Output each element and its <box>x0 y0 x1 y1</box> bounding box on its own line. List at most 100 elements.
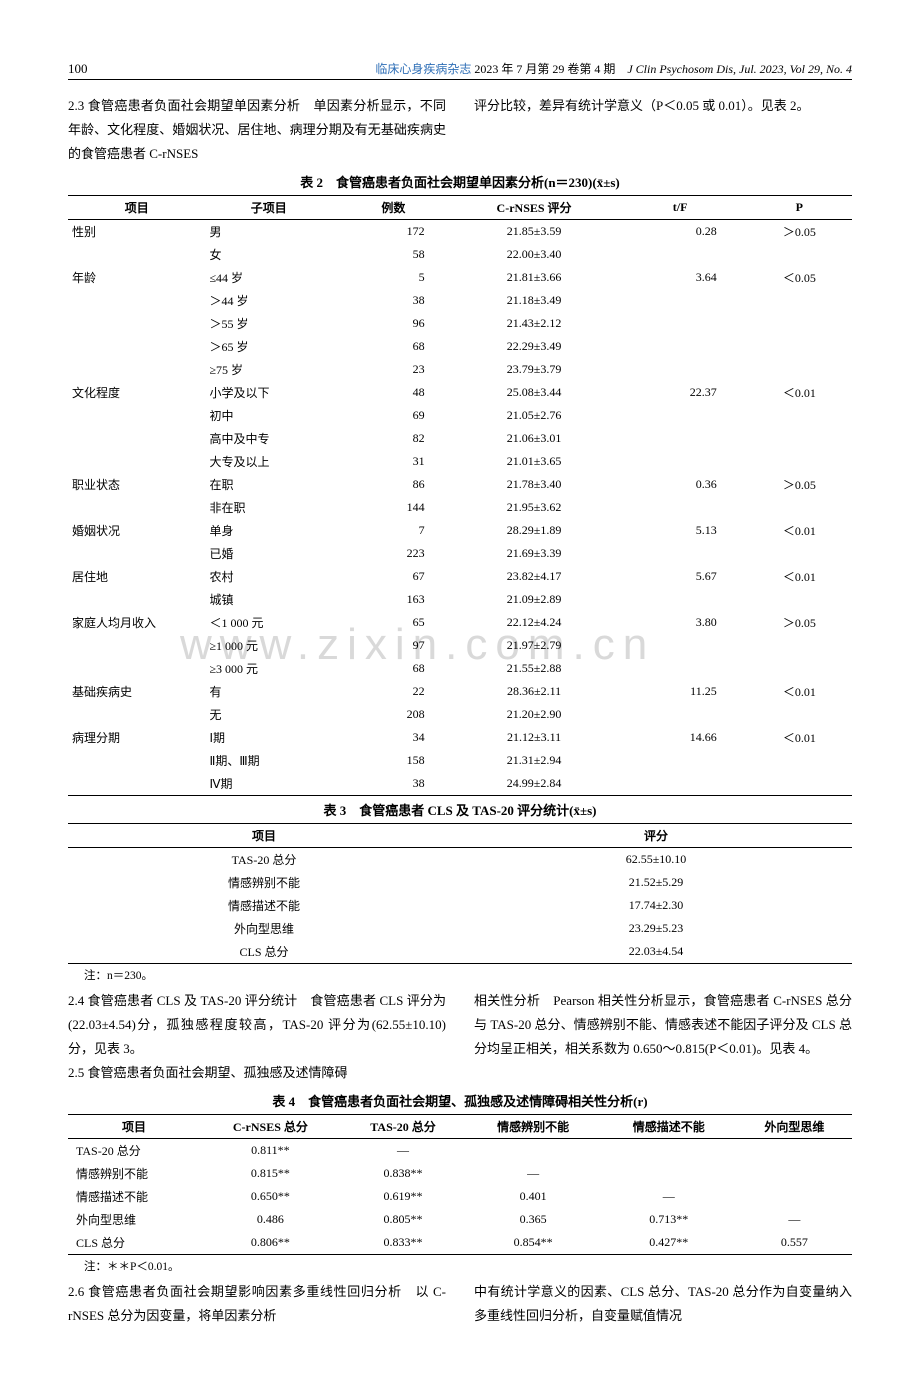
table-cell: ≤44 岁 <box>205 266 332 289</box>
table-cell: 11.25 <box>614 680 747 703</box>
table-cell: 7 <box>332 519 454 542</box>
table-cell <box>614 289 747 312</box>
table-cell: ≥75 岁 <box>205 358 332 381</box>
table-cell: 0.805** <box>341 1208 466 1231</box>
table-row: 无20821.20±2.90 <box>68 703 852 726</box>
table-cell: 68 <box>332 657 454 680</box>
table-cell <box>614 496 747 519</box>
table-cell: 婚姻状况 <box>68 519 205 542</box>
table-row: 外向型思维23.29±5.23 <box>68 917 852 940</box>
table-row: TAS-20 总分62.55±10.10 <box>68 848 852 872</box>
table-cell: 大专及以上 <box>205 450 332 473</box>
journal-name-cn: 临床心身疾病杂志 <box>375 62 471 76</box>
top-para-right: 评分比较，差异有统计学意义（P＜0.05 或 0.01）。见表 2。 <box>474 94 852 166</box>
table-cell <box>747 542 852 565</box>
table-cell <box>68 243 205 266</box>
table-cell <box>614 542 747 565</box>
table-cell: 22 <box>332 680 454 703</box>
table-cell: 年龄 <box>68 266 205 289</box>
table-cell: 21.55±2.88 <box>455 657 614 680</box>
table-cell <box>68 749 205 772</box>
table-cell: 38 <box>332 772 454 796</box>
t2-h4: t/F <box>614 196 747 220</box>
table-cell <box>747 588 852 611</box>
table-cell: 0.486 <box>200 1208 341 1231</box>
table-row: ≥75 岁2323.79±3.79 <box>68 358 852 381</box>
table-cell <box>614 404 747 427</box>
table-cell: 外向型思维 <box>68 1208 200 1231</box>
t4-h3: 情感辨别不能 <box>465 1115 601 1139</box>
table-cell: 情感辨别不能 <box>68 871 460 894</box>
issue-info-cn: 2023 年 7 月第 29 卷第 4 期 <box>474 62 615 76</box>
table-cell: 69 <box>332 404 454 427</box>
table-cell: 22.03±4.54 <box>460 940 852 964</box>
table-cell: Ⅱ期、Ⅲ期 <box>205 749 332 772</box>
table-cell <box>614 657 747 680</box>
table-cell: — <box>465 1162 601 1185</box>
table-cell: 67 <box>332 565 454 588</box>
t4-h1: C-rNSES 总分 <box>200 1115 341 1139</box>
table-cell: ≥3 000 元 <box>205 657 332 680</box>
table-cell: 病理分期 <box>68 726 205 749</box>
table-cell: 性别 <box>68 220 205 244</box>
table-cell: 48 <box>332 381 454 404</box>
table-row: 大专及以上3121.01±3.65 <box>68 450 852 473</box>
table-cell <box>465 1139 601 1163</box>
table-cell: 23.82±4.17 <box>455 565 614 588</box>
table-row: ＞44 岁3821.18±3.49 <box>68 289 852 312</box>
mid-paragraph-row: 2.4 食管癌患者 CLS 及 TAS-20 评分统计 食管癌患者 CLS 评分… <box>68 989 852 1085</box>
table-cell: 21.97±2.79 <box>455 634 614 657</box>
table-cell: 62.55±10.10 <box>460 848 852 872</box>
table-cell: Ⅳ期 <box>205 772 332 796</box>
table-cell <box>68 404 205 427</box>
table-cell: 25.08±3.44 <box>455 381 614 404</box>
table-cell <box>747 772 852 796</box>
table-cell: 0.650** <box>200 1185 341 1208</box>
table-cell <box>68 289 205 312</box>
table-cell <box>68 703 205 726</box>
table-cell: Ⅰ期 <box>205 726 332 749</box>
table-cell: 82 <box>332 427 454 450</box>
table-cell: 0.833** <box>341 1231 466 1255</box>
table-cell: 0.806** <box>200 1231 341 1255</box>
table-cell: 144 <box>332 496 454 519</box>
table-cell: 21.20±2.90 <box>455 703 614 726</box>
table-cell: 3.80 <box>614 611 747 634</box>
table-cell: 在职 <box>205 473 332 496</box>
table-cell: 21.43±2.12 <box>455 312 614 335</box>
table-cell: ＜0.01 <box>747 680 852 703</box>
table-row: 情感辨别不能0.815**0.838**— <box>68 1162 852 1185</box>
table-cell: 22.00±3.40 <box>455 243 614 266</box>
table-cell: 0.815** <box>200 1162 341 1185</box>
table-row: Ⅱ期、Ⅲ期15821.31±2.94 <box>68 749 852 772</box>
page-number: 100 <box>68 61 88 77</box>
table-cell: TAS-20 总分 <box>68 1139 200 1163</box>
journal-header-right: 临床心身疾病杂志 2023 年 7 月第 29 卷第 4 期 J Clin Ps… <box>375 60 852 77</box>
table-cell: 21.85±3.59 <box>455 220 614 244</box>
table-cell <box>737 1162 852 1185</box>
table-cell <box>614 243 747 266</box>
table-cell <box>68 588 205 611</box>
table-cell: ＞0.05 <box>747 220 852 244</box>
table-cell: ＞44 岁 <box>205 289 332 312</box>
table-cell: 58 <box>332 243 454 266</box>
table-cell <box>747 404 852 427</box>
table-row: 基础疾病史有2228.36±2.1111.25＜0.01 <box>68 680 852 703</box>
table-cell: 21.78±3.40 <box>455 473 614 496</box>
table-row: ＞55 岁9621.43±2.12 <box>68 312 852 335</box>
table3-note: 注：n＝230。 <box>84 967 852 983</box>
table-cell: 男 <box>205 220 332 244</box>
table4: 项目 C-rNSES 总分 TAS-20 总分 情感辨别不能 情感描述不能 外向… <box>68 1114 852 1255</box>
table-cell <box>747 634 852 657</box>
table-row: 居住地农村6723.82±4.175.67＜0.01 <box>68 565 852 588</box>
table-cell: ＜0.01 <box>747 726 852 749</box>
table-cell: ＞0.05 <box>747 611 852 634</box>
table-cell: 职业状态 <box>68 473 205 496</box>
table-cell <box>614 335 747 358</box>
table-row: 职业状态在职8621.78±3.400.36＞0.05 <box>68 473 852 496</box>
table-cell: 有 <box>205 680 332 703</box>
table-cell: 农村 <box>205 565 332 588</box>
table-cell <box>747 427 852 450</box>
table-cell: 女 <box>205 243 332 266</box>
bottom-paragraph-row: 2.6 食管癌患者负面社会期望影响因素多重线性回归分析 以 C-rNSES 总分… <box>68 1280 852 1328</box>
